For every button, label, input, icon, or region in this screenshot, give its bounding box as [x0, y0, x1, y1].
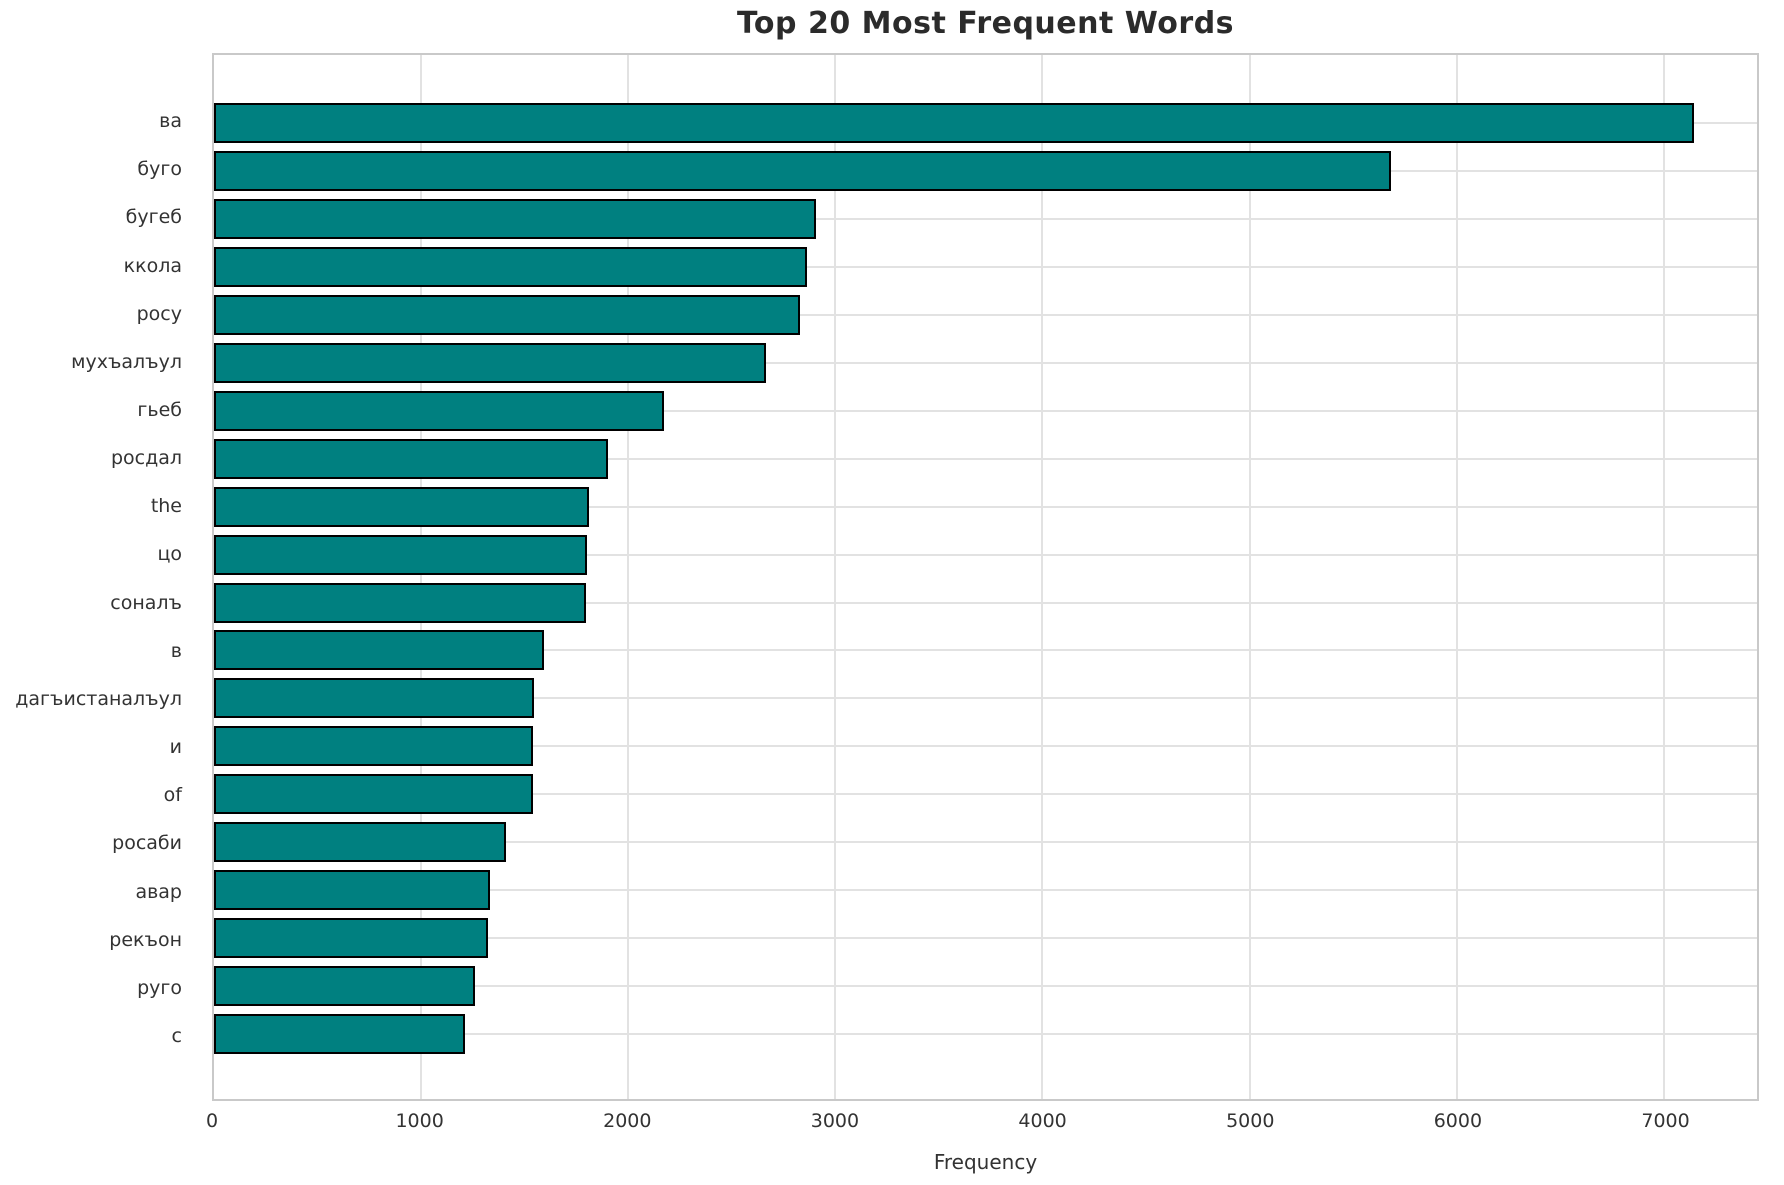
bar-дагъистаналъул [214, 678, 534, 719]
bar-row [214, 674, 1757, 722]
bar-row [214, 770, 1757, 818]
y-axis-label: цо [157, 543, 182, 566]
horizontal-gridline [214, 697, 1757, 700]
plot-area [212, 53, 1759, 1101]
y-axis-label: бугеб [125, 206, 182, 229]
y-axis-label: дагъистаналъул [15, 687, 182, 710]
bar-row [214, 387, 1757, 435]
vertical-gridline [420, 55, 423, 1099]
x-tick-label: 7000 [1641, 1110, 1690, 1132]
bar-rows [214, 55, 1757, 1099]
y-axis-label: the [150, 495, 182, 518]
bar-row [214, 962, 1757, 1010]
horizontal-gridline [214, 457, 1757, 460]
bar-ва [214, 102, 1694, 143]
x-tick-label: 0 [205, 1110, 219, 1132]
y-axis-label: гьеб [137, 399, 182, 422]
horizontal-gridline [214, 553, 1757, 556]
horizontal-gridline [214, 649, 1757, 652]
chart-title: Top 20 Most Frequent Words [736, 6, 1235, 41]
x-tick-label: 6000 [1433, 1110, 1483, 1132]
bar-с [214, 1014, 466, 1055]
bar-the [214, 486, 589, 527]
vertical-gridline [627, 55, 630, 1099]
bar-row [214, 626, 1757, 674]
bar-row [214, 195, 1757, 243]
bar-of [214, 774, 533, 815]
bar-росаби [214, 822, 507, 863]
bar-бугеб [214, 198, 816, 239]
bar-соналъ [214, 582, 586, 623]
horizontal-gridline [214, 889, 1757, 892]
y-axis-label: росдал [110, 447, 182, 470]
bar-рекъон [214, 918, 489, 959]
y-axis-label: с [171, 1025, 182, 1048]
x-axis-title: Frequency [933, 1150, 1038, 1174]
x-tick-label: 4000 [1018, 1110, 1067, 1132]
bar-row [214, 243, 1757, 291]
bar-гьеб [214, 390, 665, 431]
y-axis-label: of [163, 784, 182, 807]
bar-росдал [214, 438, 608, 479]
x-tick-label: 1000 [395, 1110, 444, 1132]
bar-row [214, 99, 1757, 147]
horizontal-gridline [214, 217, 1757, 220]
bar-row [214, 339, 1757, 387]
vertical-gridline [1248, 55, 1251, 1099]
bar-цо [214, 534, 587, 575]
horizontal-gridline [214, 841, 1757, 844]
vertical-gridline [1455, 55, 1458, 1099]
bar-row [214, 483, 1757, 531]
y-axis-label: рекъон [109, 928, 182, 951]
horizontal-gridline [214, 505, 1757, 508]
bar-ккола [214, 246, 808, 287]
y-axis-label: в [170, 639, 182, 662]
bar-row [214, 435, 1757, 483]
y-axis-label: ва [159, 110, 182, 133]
y-axis-labels: ва буго бугеб ккола росу мухъалъул гьеб росдал t… [0, 53, 198, 1101]
horizontal-gridline [214, 937, 1757, 940]
y-axis-label: мухъалъул [71, 350, 182, 373]
vertical-gridline [1662, 55, 1665, 1099]
y-axis-label: росаби [112, 832, 182, 855]
bar-росу [214, 294, 801, 335]
horizontal-gridline [214, 409, 1757, 412]
y-axis-label: и [169, 736, 182, 759]
bar-мухъалъул [214, 342, 766, 383]
bar-row [214, 818, 1757, 866]
y-axis-label: буго [137, 158, 182, 181]
y-axis-label: авар [135, 880, 182, 903]
bar-row [214, 531, 1757, 579]
x-tick-label: 2000 [603, 1110, 652, 1132]
y-axis-label: соналъ [110, 591, 182, 614]
bar-авар [214, 870, 491, 911]
vertical-gridline [834, 55, 837, 1099]
bar-буго [214, 150, 1392, 191]
bar-row [214, 914, 1757, 962]
bar-руго [214, 966, 475, 1007]
y-axis-label: руго [137, 976, 182, 999]
bar-row [214, 1010, 1757, 1058]
x-tick-label: 3000 [810, 1110, 860, 1132]
bar-в [214, 630, 545, 671]
horizontal-gridline [214, 745, 1757, 748]
bar-row [214, 722, 1757, 770]
bar-row [214, 866, 1757, 914]
horizontal-gridline [214, 985, 1757, 988]
y-axis-label: ккола [123, 254, 182, 277]
bar-row [214, 147, 1757, 195]
horizontal-gridline [214, 265, 1757, 268]
y-axis-label: росу [136, 302, 182, 325]
bar-row [214, 291, 1757, 339]
vertical-gridline [1041, 55, 1044, 1099]
horizontal-gridline [214, 361, 1757, 364]
bar-row [214, 579, 1757, 627]
horizontal-gridline [214, 313, 1757, 316]
horizontal-gridline [214, 601, 1757, 604]
horizontal-gridline [214, 793, 1757, 796]
x-tick-label: 5000 [1226, 1110, 1275, 1132]
bar-и [214, 726, 533, 767]
horizontal-gridline [214, 1033, 1757, 1036]
